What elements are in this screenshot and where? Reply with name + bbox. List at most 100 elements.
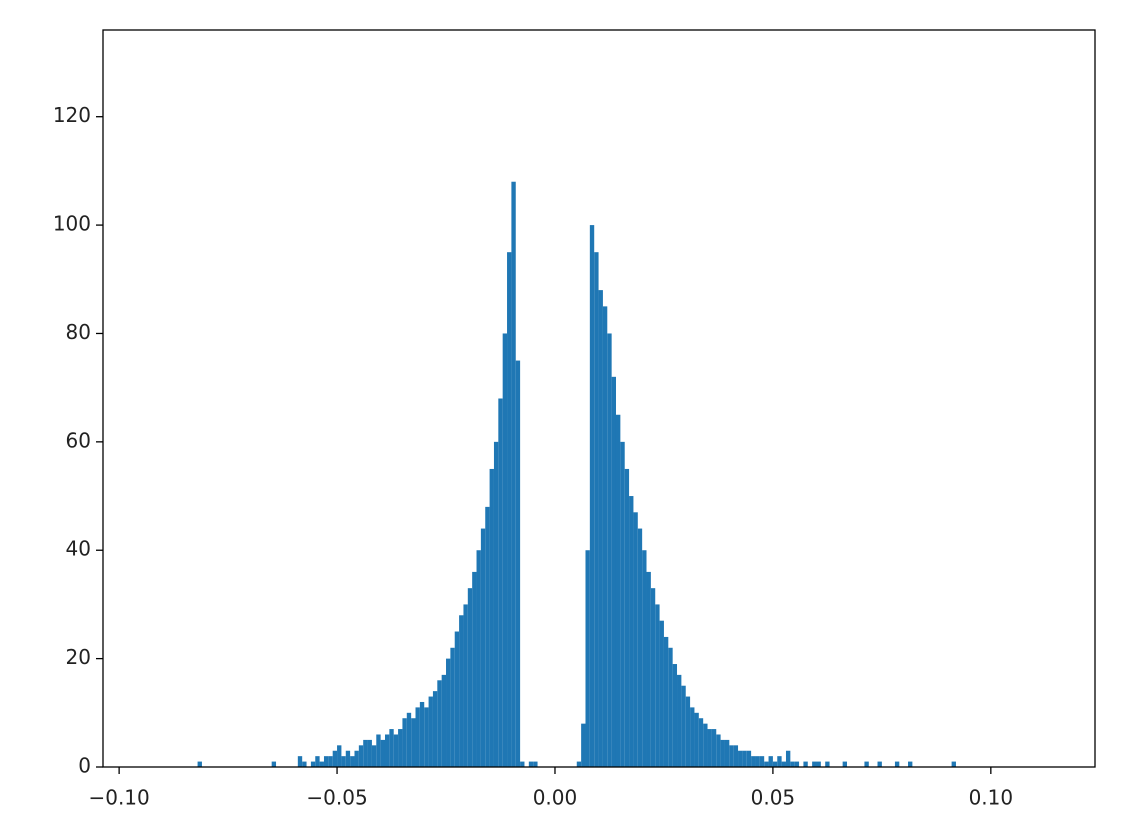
bar — [677, 674, 682, 767]
bar — [842, 761, 847, 767]
bar — [533, 761, 538, 767]
bar — [742, 750, 747, 767]
bar — [507, 252, 512, 767]
bar — [350, 756, 355, 767]
bar — [620, 441, 625, 767]
bar — [659, 620, 664, 767]
bar — [629, 496, 634, 767]
bar — [642, 550, 647, 767]
bar — [759, 756, 765, 767]
bar — [328, 756, 333, 767]
bar — [476, 550, 481, 767]
bar — [528, 761, 534, 767]
bar — [781, 761, 786, 767]
bar — [419, 701, 425, 767]
bar — [437, 680, 442, 767]
bar — [411, 718, 416, 767]
y-tick-label: 120 — [53, 103, 91, 127]
bar — [446, 658, 451, 767]
bar — [384, 734, 390, 767]
bar — [489, 468, 494, 767]
bar — [607, 333, 612, 767]
bar — [480, 528, 486, 767]
bar — [398, 729, 403, 767]
bar — [297, 756, 303, 767]
bar — [777, 756, 782, 767]
bar — [633, 512, 638, 767]
bar — [589, 225, 595, 767]
bar — [825, 761, 830, 767]
bar — [751, 756, 756, 767]
bar — [655, 604, 660, 767]
bar — [698, 718, 704, 767]
x-tick-label: 0.05 — [751, 786, 796, 810]
bar — [424, 707, 429, 767]
bar — [790, 761, 795, 767]
bar — [720, 739, 725, 767]
bar — [794, 761, 800, 767]
y-tick-label: 20 — [66, 645, 91, 669]
bar — [310, 761, 316, 767]
bar — [367, 739, 372, 767]
bars — [197, 181, 956, 767]
bar — [459, 615, 464, 767]
bar — [450, 647, 455, 767]
bar — [428, 696, 433, 767]
bar — [711, 729, 717, 767]
bar — [729, 745, 734, 767]
bar — [602, 306, 608, 767]
y-tick-label: 100 — [53, 212, 91, 236]
bar — [724, 739, 730, 767]
bar — [271, 761, 277, 767]
bar — [371, 745, 377, 767]
bar — [746, 750, 752, 767]
bar — [485, 506, 490, 767]
bar — [716, 734, 721, 767]
y-tick-label: 0 — [78, 754, 91, 778]
bar — [694, 712, 699, 767]
bar — [389, 729, 394, 767]
bar — [681, 685, 686, 767]
x-tick-label: 0.00 — [533, 786, 578, 810]
bar — [380, 739, 385, 767]
bar — [432, 691, 438, 767]
bar — [197, 761, 202, 767]
bar — [332, 750, 338, 767]
bar — [337, 745, 342, 767]
bar — [650, 588, 656, 767]
bar — [877, 761, 882, 767]
y-tick-label: 40 — [66, 537, 91, 561]
bar — [402, 718, 407, 767]
bar — [951, 761, 956, 767]
bar — [498, 398, 503, 767]
bar — [772, 761, 778, 767]
bar — [663, 636, 669, 767]
bar — [894, 761, 900, 767]
bar — [908, 761, 913, 767]
bar — [358, 745, 364, 767]
bar — [502, 333, 508, 767]
x-tick-label: −0.10 — [88, 786, 149, 810]
x-tick-label: 0.10 — [969, 786, 1014, 810]
bar — [345, 750, 351, 767]
bar — [668, 647, 673, 767]
bar — [363, 739, 368, 767]
bar — [323, 756, 329, 767]
bar — [768, 756, 773, 767]
bar — [581, 723, 586, 767]
bar — [585, 550, 590, 767]
bar — [302, 761, 307, 767]
bar — [703, 723, 708, 767]
bar — [576, 761, 582, 767]
bar — [463, 604, 468, 767]
bar — [764, 761, 769, 767]
bar — [493, 441, 499, 767]
bar — [803, 761, 808, 767]
bar — [594, 252, 599, 767]
bar — [393, 734, 399, 767]
bar — [864, 761, 869, 767]
bar — [472, 571, 477, 767]
bar — [812, 761, 817, 767]
bar — [341, 756, 346, 767]
